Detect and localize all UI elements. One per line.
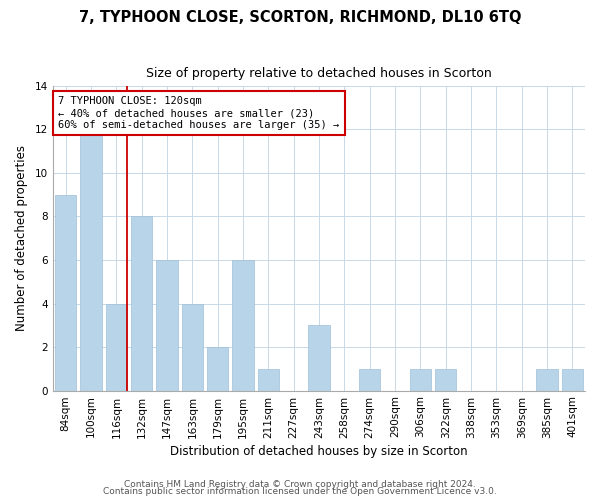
Bar [55, 194, 76, 390]
Bar [156, 260, 178, 390]
X-axis label: Distribution of detached houses by size in Scorton: Distribution of detached houses by size … [170, 444, 468, 458]
Bar [106, 304, 127, 390]
Text: Contains public sector information licensed under the Open Government Licence v3: Contains public sector information licen… [103, 487, 497, 496]
Bar [410, 369, 431, 390]
Title: Size of property relative to detached houses in Scorton: Size of property relative to detached ho… [146, 68, 492, 80]
Bar [257, 369, 279, 390]
Bar [359, 369, 380, 390]
Bar [207, 347, 229, 391]
Bar [131, 216, 152, 390]
Text: 7 TYPHOON CLOSE: 120sqm
← 40% of detached houses are smaller (23)
60% of semi-de: 7 TYPHOON CLOSE: 120sqm ← 40% of detache… [58, 96, 340, 130]
Text: 7, TYPHOON CLOSE, SCORTON, RICHMOND, DL10 6TQ: 7, TYPHOON CLOSE, SCORTON, RICHMOND, DL1… [79, 10, 521, 25]
Bar [435, 369, 457, 390]
Bar [232, 260, 254, 390]
Bar [182, 304, 203, 390]
Y-axis label: Number of detached properties: Number of detached properties [15, 145, 28, 331]
Bar [536, 369, 558, 390]
Bar [308, 326, 330, 390]
Text: Contains HM Land Registry data © Crown copyright and database right 2024.: Contains HM Land Registry data © Crown c… [124, 480, 476, 489]
Bar [80, 130, 102, 390]
Bar [562, 369, 583, 390]
